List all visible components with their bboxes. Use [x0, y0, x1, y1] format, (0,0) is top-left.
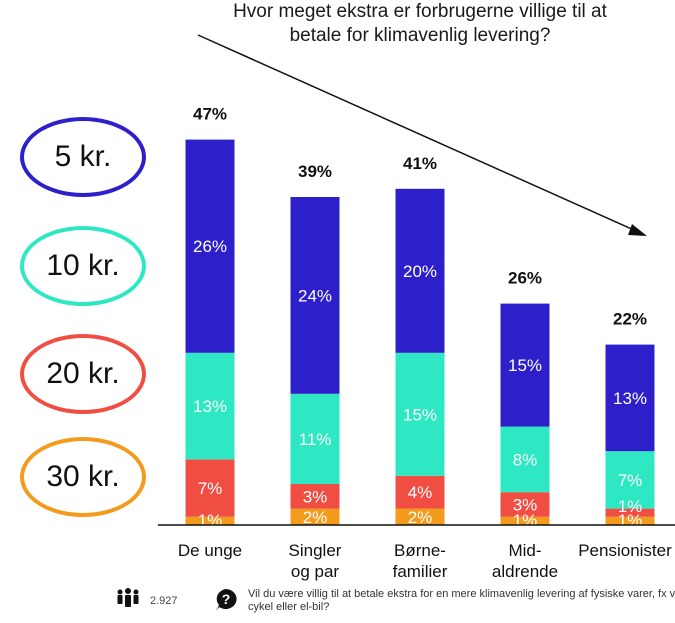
data-label-boernefamilier-5-kr: 20% [403, 262, 437, 281]
total-label-midaldrende: 26% [508, 269, 542, 288]
bar-segment-singler-og-par-20-kr [290, 484, 340, 509]
bar-segment-singler-og-par-30-kr [290, 508, 340, 525]
respondent-count: 2.927 [116, 588, 178, 613]
data-label-midaldrende-10-kr: 8% [513, 450, 538, 469]
svg-text:?: ? [222, 591, 231, 607]
bar-segment-midaldrende-10-kr [500, 426, 550, 493]
bar-segment-boernefamilier-5-kr [395, 188, 445, 353]
legend-label: 10 kr. [46, 249, 120, 282]
people-icon [116, 588, 140, 613]
data-label-midaldrende-5-kr: 15% [508, 356, 542, 375]
bar-segment-de-unge-5-kr [185, 139, 235, 353]
data-label-singler-og-par-30-kr: 2% [303, 508, 328, 527]
data-label-singler-og-par-20-kr: 3% [303, 487, 328, 506]
bar-segment-singler-og-par-10-kr [290, 393, 340, 484]
legend-item-10-kr: 10 kr. [20, 226, 146, 306]
bar-segment-boernefamilier-30-kr [395, 508, 445, 525]
bar-segment-midaldrende-20-kr [500, 492, 550, 517]
data-label-de-unge-20-kr: 7% [198, 479, 223, 498]
category-label-singler-og-par: Singler og par [288, 541, 342, 581]
legend-label: 30 kr. [46, 460, 120, 493]
trend-arrow [197, 34, 647, 236]
total-label-boernefamilier: 41% [403, 154, 437, 173]
data-label-singler-og-par-10-kr: 11% [299, 430, 332, 449]
legend-label: 5 kr. [54, 140, 112, 173]
legend-item-5-kr: 5 kr. [20, 117, 146, 197]
bar-segment-boernefamilier-10-kr [395, 352, 445, 476]
survey-question: ? Vil du være villig til at betale ekstr… [214, 588, 675, 617]
question-icon: ? [214, 588, 238, 617]
chart-title-line-1: Hvor meget ekstra er forbrugerne villige… [233, 1, 607, 22]
category-label-boernefamilier: Børne- familier [392, 541, 448, 581]
data-label-pensionister-10-kr: 7% [618, 471, 643, 490]
respondent-count-value: 2.927 [150, 594, 178, 607]
data-label-midaldrende-20-kr: 3% [513, 496, 538, 515]
data-label-de-unge-10-kr: 13% [193, 397, 227, 416]
category-label-midaldrende: Mid- aldrende [491, 541, 559, 581]
data-label-pensionister-5-kr: 13% [613, 389, 647, 408]
bar-segment-boernefamilier-20-kr [395, 475, 445, 509]
bar-segment-pensionister-10-kr [605, 451, 655, 509]
legend-item-20-kr: 20 kr. [20, 334, 146, 414]
bar-segment-pensionister-20-kr [605, 508, 655, 517]
survey-question-text: Vil du være villig til at betale ekstra … [248, 588, 675, 613]
bars: 1% 7% 13% 26% 47% 2% 3% 11% 24% 39% 2% 4% 15% 20% 41% 1… [185, 105, 655, 530]
bar-segment-pensionister-30-kr [605, 516, 655, 525]
data-label-singler-og-par-5-kr: 24% [298, 286, 332, 305]
chart-title-line-2: betale for klimavenlig levering? [289, 25, 551, 46]
bar-segment-midaldrende-5-kr [500, 303, 550, 427]
data-label-de-unge-5-kr: 26% [193, 237, 227, 256]
data-label-pensionister-20-kr: 1% [618, 497, 643, 516]
chart-title: Hvor meget ekstra er forbrugerne villige… [170, 0, 670, 48]
data-label-boernefamilier-20-kr: 4% [408, 483, 433, 502]
bar-segment-midaldrende-30-kr [500, 516, 550, 525]
data-label-boernefamilier-10-kr: 15% [403, 405, 437, 424]
bar-segment-de-unge-20-kr [185, 459, 235, 517]
total-label-singler-og-par: 39% [298, 162, 332, 181]
data-label-boernefamilier-30-kr: 2% [408, 508, 433, 527]
bar-segment-singler-og-par-5-kr [290, 197, 340, 394]
data-label-de-unge-30-kr: 1% [198, 511, 223, 530]
category-label-de-unge: De unge [177, 541, 243, 560]
total-label-pensionister: 22% [613, 310, 647, 329]
legend-item-30-kr: 30 kr. [20, 437, 146, 517]
bar-segment-pensionister-5-kr [605, 344, 655, 452]
legend-label: 20 kr. [46, 357, 120, 390]
bar-segment-de-unge-30-kr [185, 516, 235, 525]
total-label-de-unge: 47% [193, 105, 227, 124]
category-label-pensionister: Pensionister [578, 541, 672, 560]
bar-segment-de-unge-10-kr [185, 352, 235, 460]
